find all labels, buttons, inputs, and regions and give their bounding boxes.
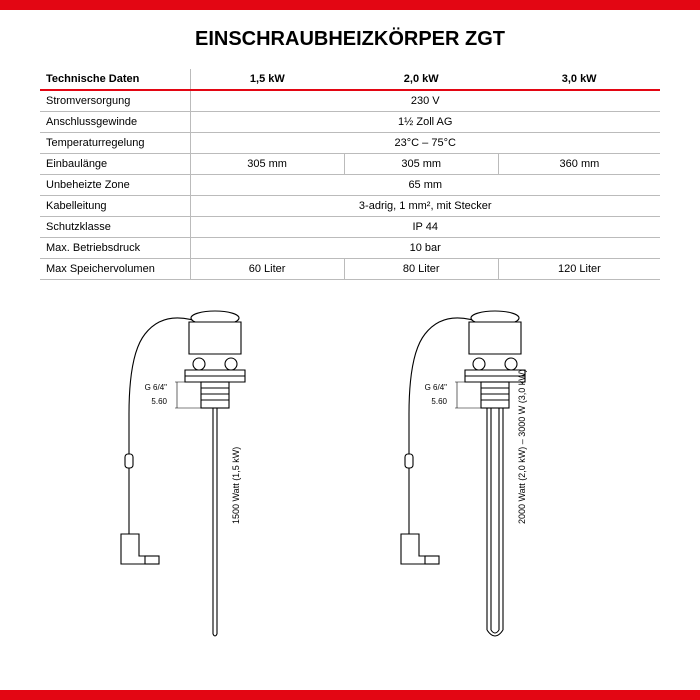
diagram-left: G 6/4" 5.60 1500 Watt (1,5 kW) [105, 304, 305, 644]
diagram-left-caption: 1500 Watt (1,5 kW) [231, 447, 241, 524]
table-col-1: 2,0 kW [344, 69, 498, 90]
thread-label-right: G 6/4" [425, 383, 448, 392]
row-value: 3-adrig, 1 mm², mit Stecker [190, 196, 660, 217]
row-label: Unbeheizte Zone [40, 175, 190, 196]
table-row: Max Speichervolumen60 Liter80 Liter120 L… [40, 259, 660, 280]
row-label: Schutzklasse [40, 217, 190, 238]
table-header-row: Technische Daten 1,5 kW 2,0 kW 3,0 kW [40, 69, 660, 90]
row-value: 23°C – 75°C [190, 133, 660, 154]
row-label: Anschlussgewinde [40, 112, 190, 133]
top-accent-bar [0, 0, 700, 10]
thread-label-left: G 6/4" [145, 383, 168, 392]
row-value: 305 mm [344, 154, 498, 175]
table-row: Max. Betriebsdruck10 bar [40, 238, 660, 259]
spec-table: Technische Daten 1,5 kW 2,0 kW 3,0 kW St… [40, 69, 660, 280]
row-label: Max Speichervolumen [40, 259, 190, 280]
table-body: Stromversorgung230 VAnschlussgewinde1½ Z… [40, 90, 660, 280]
row-value: 120 Liter [498, 259, 660, 280]
diagram-right-caption: 2000 Watt (2,0 kW) – 3000 W (3,0 kW) [517, 369, 527, 524]
page-content: EINSCHRAUBHEIZKÖRPER ZGT Technische Date… [0, 10, 700, 644]
table-header-label: Technische Daten [40, 69, 190, 90]
row-value: 10 bar [190, 238, 660, 259]
page-title: EINSCHRAUBHEIZKÖRPER ZGT [40, 28, 660, 51]
row-label: Temperaturregelung [40, 133, 190, 154]
row-value: 360 mm [498, 154, 660, 175]
thread-dim-right: 5.60 [431, 397, 447, 406]
row-value: 65 mm [190, 175, 660, 196]
table-row: Einbaulänge305 mm305 mm360 mm [40, 154, 660, 175]
row-value: IP 44 [190, 217, 660, 238]
diagrams-row: G 6/4" 5.60 1500 Watt (1,5 kW) [40, 304, 660, 644]
table-row: Anschlussgewinde1½ Zoll AG [40, 112, 660, 133]
row-label: Stromversorgung [40, 90, 190, 112]
table-row: SchutzklasseIP 44 [40, 217, 660, 238]
row-label: Einbaulänge [40, 154, 190, 175]
table-row: Kabelleitung3-adrig, 1 mm², mit Stecker [40, 196, 660, 217]
row-value: 60 Liter [190, 259, 344, 280]
table-row: Stromversorgung230 V [40, 90, 660, 112]
row-value: 230 V [190, 90, 660, 112]
row-value: 305 mm [190, 154, 344, 175]
table-col-2: 3,0 kW [498, 69, 660, 90]
diagram-right: G 6/4" 5.60 2000 Watt (2,0 kW) – 3000 W … [385, 304, 595, 644]
table-row: Temperaturregelung23°C – 75°C [40, 133, 660, 154]
row-label: Max. Betriebsdruck [40, 238, 190, 259]
row-label: Kabelleitung [40, 196, 190, 217]
bottom-accent-bar [0, 690, 700, 700]
table-col-0: 1,5 kW [190, 69, 344, 90]
row-value: 80 Liter [344, 259, 498, 280]
thread-dim-left: 5.60 [151, 397, 167, 406]
row-value: 1½ Zoll AG [190, 112, 660, 133]
table-row: Unbeheizte Zone65 mm [40, 175, 660, 196]
